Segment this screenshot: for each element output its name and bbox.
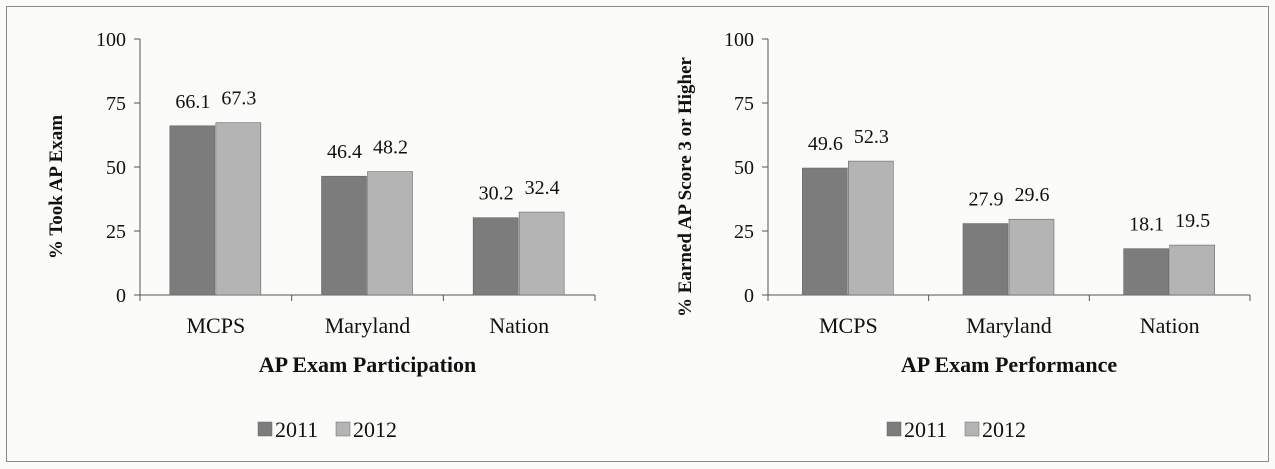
- data-label: 27.9: [969, 189, 1004, 211]
- y-tick-label: 50: [734, 157, 754, 179]
- x-tick-label: MCPS: [819, 313, 878, 338]
- legend-label: 2012: [982, 417, 1026, 442]
- y-tick-label: 75: [734, 93, 754, 115]
- bar-2012-nation: [1169, 244, 1215, 296]
- bar-2011-nation: [472, 217, 519, 296]
- y-axis-title: % Took AP Exam: [46, 115, 67, 259]
- y-tick-label: 75: [106, 93, 126, 115]
- bar-2012-maryland: [1008, 218, 1055, 296]
- y-tick-label: 100: [724, 29, 754, 51]
- bar-2012-maryland: [367, 171, 413, 296]
- x-axis-title: AP Exam Participation: [259, 352, 477, 377]
- bar-2011-mcps: [802, 167, 848, 296]
- data-label: 46.4: [327, 141, 362, 163]
- data-label: 29.6: [1015, 184, 1050, 206]
- bar-2011-mcps: [169, 125, 216, 296]
- x-tick-label: Nation: [1140, 313, 1200, 338]
- legend-label: 2012: [353, 417, 397, 442]
- bar-2012-mcps: [848, 160, 894, 296]
- data-label: 52.3: [854, 126, 889, 148]
- bar-2012-mcps: [215, 122, 262, 296]
- x-tick-label: Maryland: [325, 313, 411, 338]
- chart-1: 0 25 50 75 100 66.1 67.3 MCPS 46.4 48.2 Maryland 30…: [46, 29, 596, 442]
- bar-2012-nation: [518, 211, 565, 296]
- x-axis-title: AP Exam Performance: [901, 352, 1117, 377]
- legend-swatch-2012: [335, 421, 351, 437]
- data-label: 18.1: [1129, 214, 1164, 236]
- y-tick-label: 50: [106, 157, 126, 179]
- bar-2011-nation: [1123, 248, 1169, 296]
- bar-2011-maryland: [321, 175, 367, 296]
- y-tick-label: 25: [734, 221, 754, 243]
- legend-swatch-2011: [257, 421, 273, 437]
- data-label: 19.5: [1175, 210, 1210, 232]
- legend-label: 2011: [904, 417, 947, 442]
- figure-frame: [6, 6, 1269, 462]
- y-tick-label: 100: [96, 29, 126, 51]
- x-tick-label: MCPS: [186, 313, 245, 338]
- data-label: 48.2: [373, 137, 408, 159]
- x-tick-label: Maryland: [966, 313, 1052, 338]
- legend-swatch-2011: [886, 421, 902, 437]
- chart-2: 0 25 50 75 100 49.6 52.3 MCPS 27.9 29.6 Maryland 18…: [675, 29, 1251, 442]
- bar-2011-maryland: [962, 223, 1009, 296]
- legend-label: 2011: [275, 417, 318, 442]
- data-label: 67.3: [221, 88, 256, 110]
- data-label: 30.2: [479, 183, 514, 205]
- y-tick-label: 0: [116, 285, 126, 307]
- y-axis-title: % Earned AP Score 3 or Higher: [675, 56, 696, 317]
- y-tick-label: 0: [744, 285, 754, 307]
- data-label: 66.1: [175, 91, 210, 113]
- data-label: 32.4: [525, 177, 560, 199]
- data-label: 49.6: [808, 133, 843, 155]
- x-tick-label: Nation: [489, 313, 549, 338]
- legend-swatch-2012: [964, 421, 980, 437]
- y-tick-label: 25: [106, 221, 126, 243]
